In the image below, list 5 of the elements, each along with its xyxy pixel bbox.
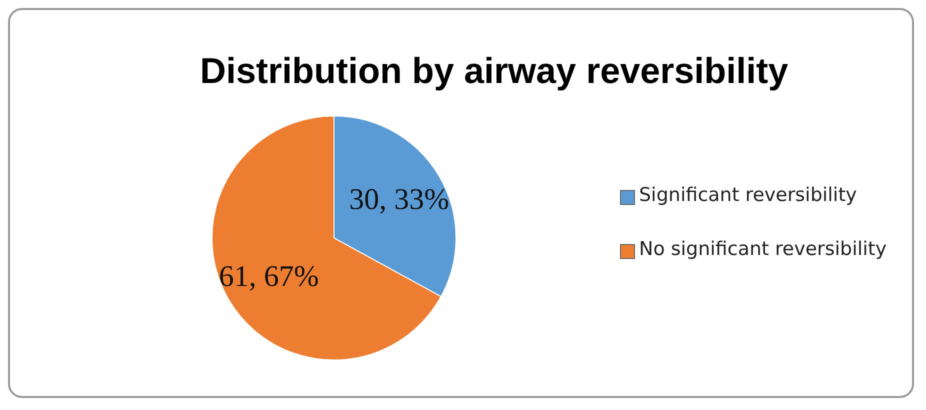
data-label: 30, 33% [349,182,450,216]
legend-label: No significant reversibility [639,237,888,262]
data-label: 61, 67% [218,260,319,294]
chart-title: Distribution by airway reversibility [200,50,788,92]
legend-label: Significant reversibility [639,183,858,208]
